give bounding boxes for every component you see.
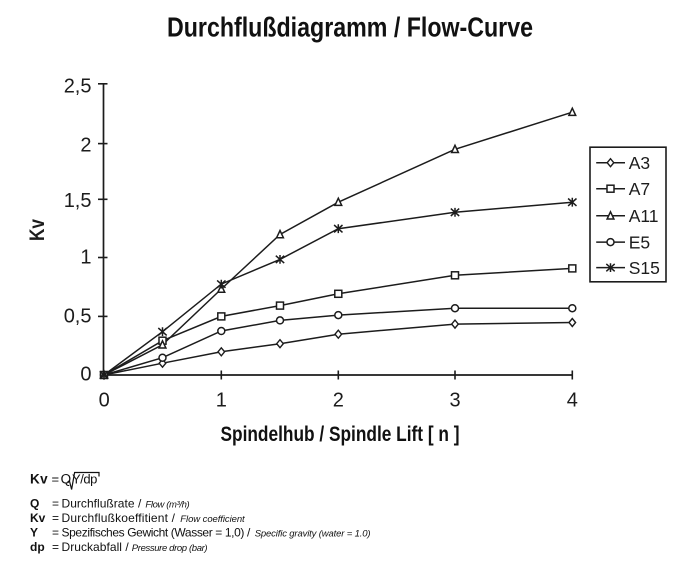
svg-text:Spezifisches Gewicht (Wasser =: Spezifisches Gewicht (Wasser = 1,0) /	[62, 526, 251, 540]
svg-text:=: =	[52, 540, 59, 554]
svg-text:Q: Q	[61, 472, 72, 487]
svg-text:0: 0	[80, 364, 91, 386]
svg-text:Durchflußkoeffitient /: Durchflußkoeffitient /	[62, 511, 176, 525]
svg-text:Y/dp: Y/dp	[72, 472, 97, 487]
svg-text:Kv: Kv	[30, 511, 46, 525]
svg-text:dp: dp	[30, 540, 45, 554]
svg-text:3: 3	[449, 390, 460, 412]
svg-text:=: =	[52, 472, 60, 487]
svg-text:=: =	[52, 496, 59, 510]
svg-text:A3: A3	[629, 153, 650, 173]
svg-text:Flow (m³/h): Flow (m³/h)	[145, 499, 189, 510]
svg-text:Spindelhub / Spindle Lift [ n: Spindelhub / Spindle Lift [ n ]	[221, 423, 460, 446]
svg-text:Flow coefficient: Flow coefficient	[180, 514, 245, 525]
svg-text:E5: E5	[629, 232, 650, 252]
svg-text:Durchflußrate /: Durchflußrate /	[62, 496, 142, 510]
svg-text:Pressure drop (bar): Pressure drop (bar)	[132, 543, 208, 554]
svg-text:2,5: 2,5	[64, 76, 92, 98]
svg-text:Specific gravity (water = 1.0): Specific gravity (water = 1.0)	[255, 529, 371, 540]
svg-text:0: 0	[99, 390, 110, 412]
svg-text:Durchflußdiagramm / Flow-Curve: Durchflußdiagramm / Flow-Curve	[167, 12, 533, 43]
svg-text:=: =	[52, 526, 59, 540]
svg-text:1: 1	[216, 390, 227, 412]
svg-text:S15: S15	[629, 258, 660, 278]
svg-text:Y: Y	[30, 526, 38, 540]
svg-text:Druckabfall /: Druckabfall /	[62, 540, 130, 554]
svg-text:2: 2	[333, 390, 344, 412]
svg-text:Q: Q	[30, 496, 39, 510]
svg-text:Kv: Kv	[26, 219, 49, 241]
svg-text:1: 1	[80, 247, 91, 269]
svg-text:A7: A7	[629, 179, 650, 199]
svg-text:=: =	[52, 511, 59, 525]
svg-text:Kv: Kv	[30, 472, 48, 487]
svg-text:4: 4	[567, 390, 578, 412]
svg-text:2: 2	[80, 135, 91, 157]
svg-text:0,5: 0,5	[64, 305, 92, 327]
svg-text:A11: A11	[629, 206, 659, 226]
svg-text:1,5: 1,5	[64, 190, 92, 212]
